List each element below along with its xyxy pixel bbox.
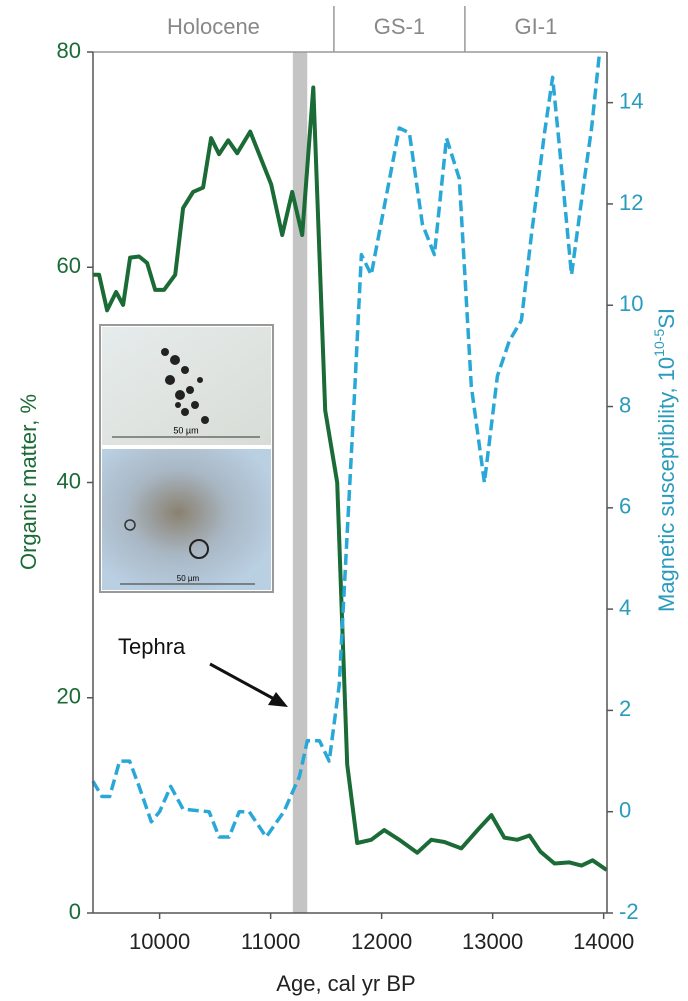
y-tick-label: 40 (57, 468, 81, 493)
tephra-grains (161, 348, 209, 424)
x-tick-label: 14000 (573, 929, 634, 954)
bubble (189, 539, 209, 559)
series-line (91, 51, 602, 839)
scale-label: 50 µm (173, 425, 198, 435)
tephra-band (292, 52, 308, 913)
scale-label: 50 µm (177, 574, 200, 583)
y2-tick-label: 14 (619, 88, 643, 113)
y2-tick-label: 12 (619, 190, 643, 215)
inset-images (99, 324, 274, 593)
y2-tick-label: 10 (619, 291, 643, 316)
y2-tick-label: 0 (619, 798, 631, 823)
y-tick-label: 0 (69, 899, 81, 924)
y-tick-label: 80 (57, 38, 81, 63)
y2-tick-label: -2 (619, 899, 639, 924)
period-label: Holocene (167, 14, 260, 39)
tephra-arrow (209, 662, 277, 702)
bubble (124, 519, 136, 531)
y2-tick-label: 8 (619, 392, 631, 417)
tephra-label: Tephra (118, 634, 186, 659)
x-tick-label: 13000 (462, 929, 523, 954)
tephra-arrowhead (268, 692, 288, 707)
period-label: GS-1 (374, 14, 425, 39)
y-tick-label: 20 (57, 684, 81, 709)
inset-photo (102, 327, 271, 445)
y2-title-exponent: 10-5 (651, 329, 667, 357)
period-label: GI-1 (515, 14, 558, 39)
series-line (93, 85, 608, 872)
x-axis-title: Age, cal yr BP (276, 971, 415, 996)
inset-photo (102, 449, 271, 590)
y2-axis-title: Magnetic susceptibility, 1010-5SI (651, 308, 679, 612)
x-tick-label: 12000 (351, 929, 412, 954)
y-tick-label: 60 (57, 253, 81, 278)
x-tick-label: 11000 (241, 929, 301, 954)
y2-tick-label: 6 (619, 494, 631, 519)
y2-tick-label: 2 (619, 696, 631, 721)
y2-tick-label: 4 (619, 595, 631, 620)
y2-title-text: Magnetic susceptibility, 10 (654, 357, 679, 612)
y2-title-unit: SI (654, 308, 679, 329)
x-tick-label: 10000 (129, 929, 190, 954)
y-axis-title: Organic matter, % (16, 394, 41, 570)
